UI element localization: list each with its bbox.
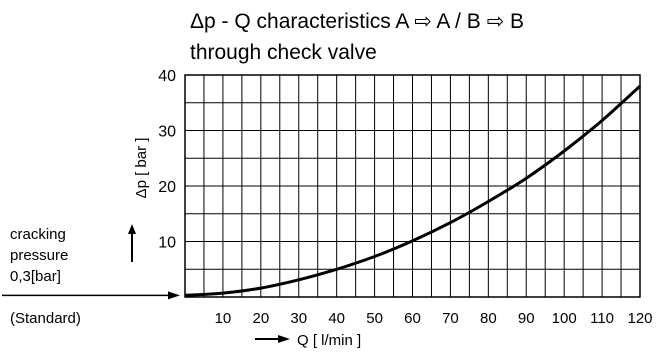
x-axis-arrow-icon (255, 335, 290, 343)
y-tick-label: 30 (158, 124, 176, 141)
x-tick-label: 120 (627, 310, 652, 327)
x-tick-label: 70 (442, 310, 459, 327)
annotation-line-value: 0,3[bar] (10, 268, 61, 285)
series-line-dp-q (184, 84, 642, 297)
annotation-line-pressure: pressure (10, 247, 68, 264)
y-tick-label: 10 (158, 235, 176, 252)
chart-title-line-1: Δp - Q characteristics A ⇨ A / B ⇨ B (190, 10, 524, 33)
x-axis-label: Q [ l/min ] (297, 332, 361, 349)
cracking-pressure-arrow-icon (2, 291, 180, 300)
x-tick-label: 100 (552, 310, 577, 327)
plot-frame (184, 74, 641, 298)
annotation-line-cracking: cracking (10, 226, 66, 243)
x-tick-label: 60 (404, 310, 421, 327)
x-tick-label: 50 (366, 310, 383, 327)
x-tick-label: 40 (328, 310, 345, 327)
x-tick-label: 90 (518, 310, 535, 327)
y-axis-label: Δp [ bar ] (133, 138, 150, 199)
x-tick-label: 80 (480, 310, 497, 327)
x-tick-labels: 10 20 30 40 50 60 70 80 90 100 110 120 (215, 310, 653, 327)
y-axis-arrow-icon (128, 224, 136, 262)
x-tick-label: 20 (252, 310, 269, 327)
y-tick-labels: 10 20 30 40 (158, 68, 176, 252)
grid-lines (185, 75, 640, 297)
chart-title-line-2: through check valve (190, 41, 377, 64)
y-tick-label: 40 (158, 68, 176, 85)
y-tick-label: 20 (158, 179, 176, 196)
x-tick-label: 30 (290, 310, 307, 327)
annotation-standard: (Standard) (10, 310, 81, 327)
x-tick-label: 110 (590, 310, 614, 327)
x-tick-label: 10 (215, 310, 232, 327)
